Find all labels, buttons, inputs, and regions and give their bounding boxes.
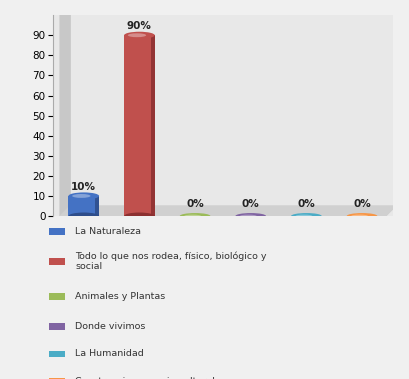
Ellipse shape [124, 213, 155, 219]
Ellipse shape [68, 213, 99, 219]
Text: La Naturaleza: La Naturaleza [75, 227, 142, 236]
FancyBboxPatch shape [49, 258, 65, 265]
Polygon shape [60, 5, 70, 216]
Text: Construcciones socio-culturales: Construcciones socio-culturales [75, 377, 226, 379]
Text: 0%: 0% [242, 199, 260, 209]
Ellipse shape [296, 215, 312, 218]
FancyBboxPatch shape [49, 293, 65, 300]
Ellipse shape [351, 215, 368, 218]
Ellipse shape [184, 215, 201, 218]
Bar [124, 35, 155, 216]
FancyBboxPatch shape [49, 378, 65, 379]
Text: 10%: 10% [71, 182, 96, 192]
FancyBboxPatch shape [49, 228, 65, 235]
Ellipse shape [180, 213, 210, 219]
Text: Animales y Plantas: Animales y Plantas [75, 292, 166, 301]
Ellipse shape [124, 32, 155, 39]
Ellipse shape [347, 213, 378, 219]
Text: 0%: 0% [186, 199, 204, 209]
Ellipse shape [291, 213, 322, 219]
Text: La Humanidad: La Humanidad [75, 349, 144, 359]
Ellipse shape [68, 193, 99, 199]
Text: 0%: 0% [297, 199, 315, 209]
Ellipse shape [128, 33, 146, 37]
Bar [151, 35, 155, 216]
Text: Todo lo que nos rodea, físico, biológico y
social: Todo lo que nos rodea, físico, biológico… [75, 252, 267, 271]
Ellipse shape [240, 215, 257, 218]
Text: 0%: 0% [353, 199, 371, 209]
Ellipse shape [236, 213, 266, 219]
Bar [68, 196, 99, 216]
Text: Donde vivimos: Donde vivimos [75, 322, 146, 331]
FancyBboxPatch shape [49, 323, 65, 330]
Bar [95, 196, 99, 216]
Polygon shape [60, 206, 396, 216]
FancyBboxPatch shape [49, 351, 65, 357]
Ellipse shape [72, 194, 90, 198]
Text: 90%: 90% [127, 21, 152, 31]
